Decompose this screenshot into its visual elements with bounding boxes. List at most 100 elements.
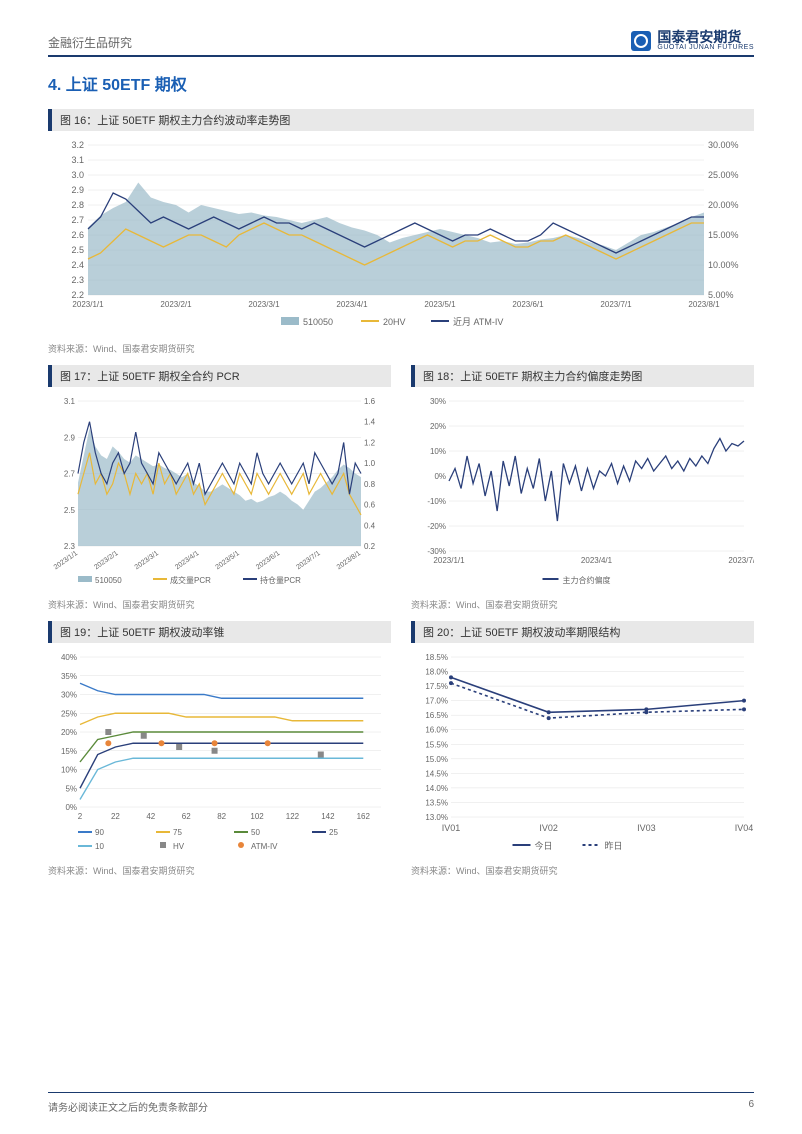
svg-text:2023/7/1: 2023/7/1: [600, 300, 632, 309]
svg-text:-30%: -30%: [427, 547, 446, 556]
chart-20-title: 图 20：上证 50ETF 期权波动率期限结构: [411, 621, 754, 643]
svg-text:2.7: 2.7: [64, 470, 76, 479]
svg-text:16.5%: 16.5%: [425, 711, 448, 720]
svg-text:25%: 25%: [61, 709, 77, 718]
chart-16-svg: 2.22.32.42.52.62.72.82.93.03.13.25.00%10…: [48, 135, 754, 335]
svg-text:22: 22: [111, 812, 120, 821]
svg-text:17.5%: 17.5%: [425, 682, 448, 691]
svg-text:2023/7/1: 2023/7/1: [728, 556, 754, 565]
chart-20-block: 图 20：上证 50ETF 期权波动率期限结构 13.0%13.5%14.0%1…: [411, 621, 754, 877]
svg-text:15.0%: 15.0%: [425, 755, 448, 764]
svg-text:30%: 30%: [430, 397, 446, 406]
svg-text:42: 42: [146, 812, 155, 821]
svg-text:2023/4/1: 2023/4/1: [581, 556, 613, 565]
svg-text:-20%: -20%: [427, 522, 446, 531]
svg-text:30%: 30%: [61, 691, 77, 700]
svg-text:75: 75: [173, 828, 182, 837]
svg-text:20.00%: 20.00%: [708, 200, 739, 210]
svg-text:近月 ATM-IV: 近月 ATM-IV: [453, 316, 503, 327]
svg-text:3.1: 3.1: [64, 397, 76, 406]
svg-text:主力合约偏度: 主力合约偏度: [563, 575, 611, 585]
svg-text:16.0%: 16.0%: [425, 726, 448, 735]
svg-text:40%: 40%: [61, 653, 77, 662]
svg-text:HV: HV: [173, 842, 185, 851]
chart-19-block: 图 19：上证 50ETF 期权波动率锥 0%5%10%15%20%25%30%…: [48, 621, 391, 877]
svg-text:2023/8/1: 2023/8/1: [688, 300, 720, 309]
svg-text:25.00%: 25.00%: [708, 170, 739, 180]
svg-text:2023/7/1: 2023/7/1: [295, 550, 321, 571]
svg-text:10%: 10%: [61, 766, 77, 775]
svg-text:510050: 510050: [303, 317, 333, 327]
svg-text:2: 2: [78, 812, 83, 821]
svg-text:90: 90: [95, 828, 104, 837]
svg-text:2023/2/1: 2023/2/1: [93, 550, 119, 571]
svg-text:2.2: 2.2: [71, 290, 84, 300]
svg-text:30.00%: 30.00%: [708, 140, 739, 150]
svg-text:102: 102: [250, 812, 264, 821]
chart-19-source: 资料来源：Wind、国泰君安期货研究: [48, 864, 391, 877]
svg-text:2023/5/1: 2023/5/1: [424, 300, 456, 309]
svg-text:1.4: 1.4: [364, 418, 376, 427]
svg-text:18.0%: 18.0%: [425, 668, 448, 677]
svg-text:IV01: IV01: [442, 823, 461, 833]
chart-18-title: 图 18：上证 50ETF 期权主力合约偏度走势图: [411, 365, 754, 387]
logo-icon: [631, 31, 651, 51]
logo-en: GUOTAI JUNAN FUTURES: [657, 44, 754, 51]
svg-text:10.00%: 10.00%: [708, 260, 739, 270]
svg-text:162: 162: [357, 812, 371, 821]
chart-20-svg: 13.0%13.5%14.0%14.5%15.0%15.5%16.0%16.5%…: [411, 647, 754, 857]
svg-text:2023/6/1: 2023/6/1: [255, 550, 281, 571]
svg-text:持仓量PCR: 持仓量PCR: [260, 575, 301, 585]
svg-text:2023/1/1: 2023/1/1: [433, 556, 465, 565]
svg-text:50: 50: [251, 828, 260, 837]
svg-text:2.9: 2.9: [71, 185, 84, 195]
page-header: 金融衍生品研究 国泰君安期货 GUOTAI JUNAN FUTURES: [48, 30, 754, 57]
svg-text:2023/6/1: 2023/6/1: [512, 300, 544, 309]
chart-16-source: 资料来源：Wind、国泰君安期货研究: [48, 342, 754, 355]
svg-text:1.0: 1.0: [364, 459, 376, 468]
svg-text:2.5: 2.5: [64, 506, 76, 515]
logo-cn: 国泰君安期货: [657, 30, 754, 44]
svg-text:IV04: IV04: [735, 823, 754, 833]
svg-text:82: 82: [217, 812, 226, 821]
svg-text:13.5%: 13.5%: [425, 798, 448, 807]
svg-text:14.5%: 14.5%: [425, 769, 448, 778]
svg-text:5.00%: 5.00%: [708, 290, 734, 300]
svg-text:20%: 20%: [430, 422, 446, 431]
header-logo: 国泰君安期货 GUOTAI JUNAN FUTURES: [631, 30, 754, 51]
svg-text:20HV: 20HV: [383, 317, 406, 327]
svg-text:0.2: 0.2: [364, 542, 376, 551]
svg-text:0.4: 0.4: [364, 521, 376, 530]
svg-text:3.2: 3.2: [71, 140, 84, 150]
chart-17-block: 图 17：上证 50ETF 期权全合约 PCR 2.32.52.72.93.10…: [48, 365, 391, 611]
svg-text:18.5%: 18.5%: [425, 653, 448, 662]
svg-text:2023/3/1: 2023/3/1: [134, 550, 160, 571]
svg-text:0%: 0%: [65, 803, 77, 812]
svg-text:昨日: 昨日: [605, 840, 623, 851]
chart-17-svg: 2.32.52.72.93.10.20.40.60.81.01.21.41.62…: [48, 391, 391, 591]
section-title: 4. 上证 50ETF 期权: [48, 71, 754, 95]
svg-text:2023/2/1: 2023/2/1: [160, 300, 192, 309]
svg-text:13.0%: 13.0%: [425, 813, 448, 822]
svg-text:2023/5/1: 2023/5/1: [215, 550, 241, 571]
footer-disclaimer: 请务必阅读正文之后的免责条款部分: [48, 1099, 208, 1114]
footer-page-number: 6: [748, 1099, 754, 1114]
svg-text:1.2: 1.2: [364, 438, 376, 447]
svg-text:15.00%: 15.00%: [708, 230, 739, 240]
svg-text:2023/3/1: 2023/3/1: [248, 300, 280, 309]
svg-text:3.1: 3.1: [71, 155, 84, 165]
svg-text:2.5: 2.5: [71, 245, 84, 255]
chart-19-title: 图 19：上证 50ETF 期权波动率锥: [48, 621, 391, 643]
svg-text:10%: 10%: [430, 447, 446, 456]
page-footer: 请务必阅读正文之后的免责条款部分 6: [48, 1092, 754, 1114]
svg-text:IV03: IV03: [637, 823, 656, 833]
svg-text:2.8: 2.8: [71, 200, 84, 210]
chart-18-block: 图 18：上证 50ETF 期权主力合约偏度走势图 -30%-20%-10%0%…: [411, 365, 754, 611]
svg-text:15.5%: 15.5%: [425, 740, 448, 749]
header-left-text: 金融衍生品研究: [48, 34, 132, 51]
chart-17-title: 图 17：上证 50ETF 期权全合约 PCR: [48, 365, 391, 387]
svg-text:25: 25: [329, 828, 338, 837]
svg-text:成交量PCR: 成交量PCR: [170, 575, 211, 585]
svg-text:62: 62: [182, 812, 191, 821]
svg-text:2023/4/1: 2023/4/1: [174, 550, 200, 571]
